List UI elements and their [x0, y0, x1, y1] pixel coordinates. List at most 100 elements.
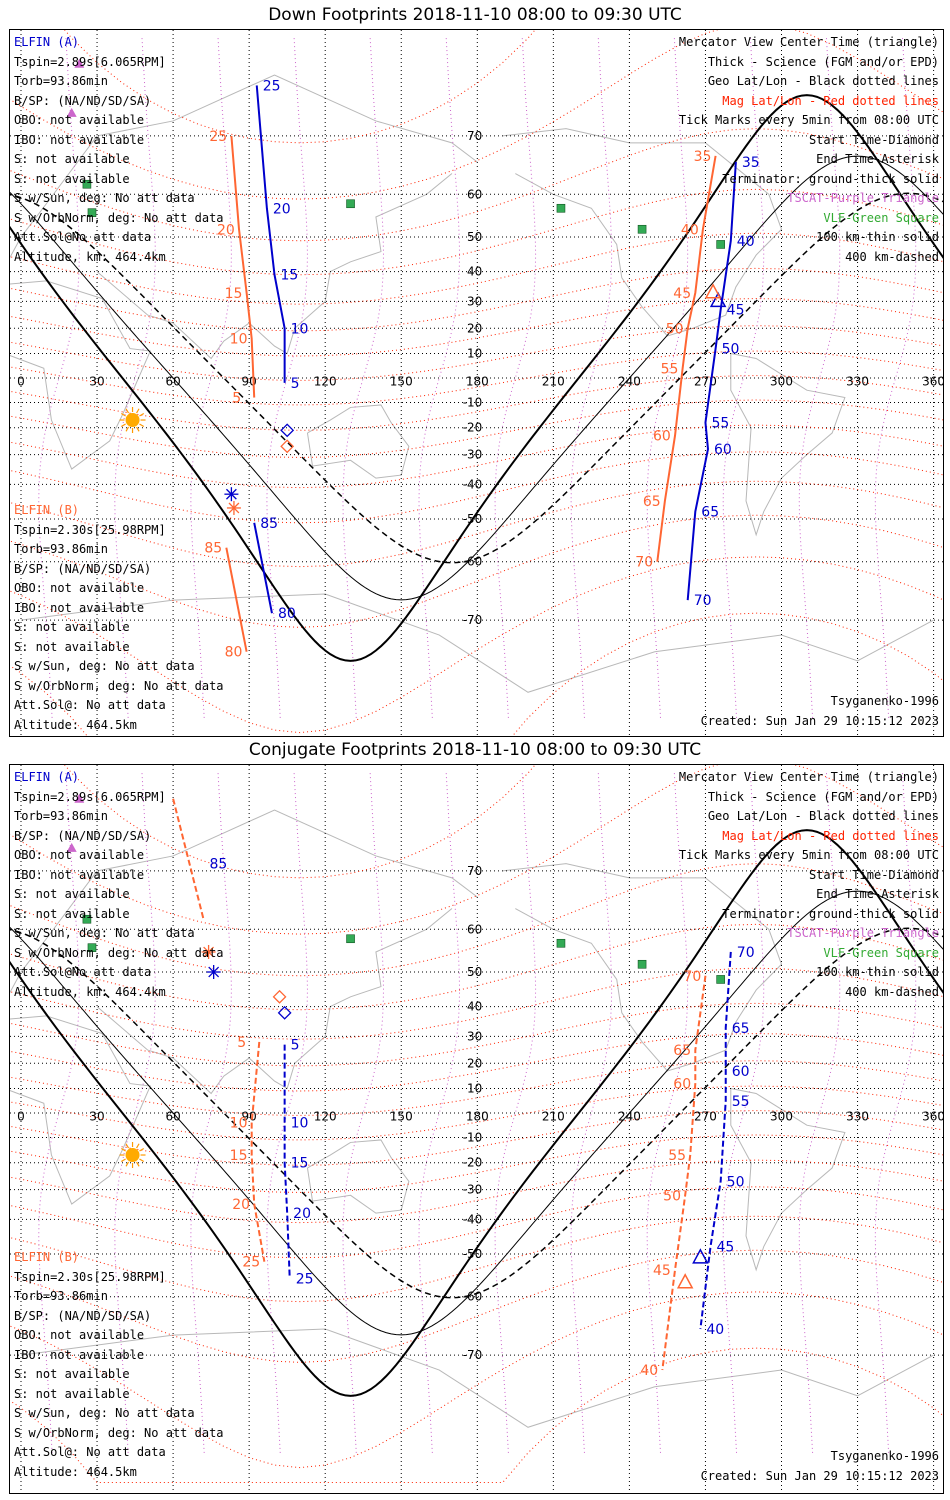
- info-line: OBO: not available: [14, 581, 145, 595]
- y-tick-label: 50: [467, 965, 482, 979]
- sun-ray: [125, 426, 130, 432]
- time-tick-label: 35: [694, 149, 712, 165]
- time-tick-label: 5: [291, 376, 300, 392]
- time-tick-label: 10: [291, 321, 309, 337]
- time-tick-label: 5: [232, 391, 241, 407]
- x-tick-label: 150: [390, 375, 413, 389]
- sun-ray: [139, 423, 145, 428]
- legend: Mercator View Center Time (triangle) Thic…: [679, 768, 939, 1002]
- time-tick-label: 5: [291, 1038, 300, 1054]
- time-tick-label: 60: [673, 1077, 691, 1093]
- tscat-station: [66, 842, 77, 852]
- mag-parallel: [10, 1186, 943, 1259]
- legend-item: Mag Lat/Lon - Red dotted lines: [722, 93, 939, 108]
- legend-item: Geo Lat/Lon - Black dotted lines: [707, 74, 939, 88]
- info-line: Altitude, km: 464.4km: [14, 984, 166, 999]
- info-line: Tspin=2.30s[25.98RPM]: [14, 1269, 166, 1284]
- y-tick-label: -70: [463, 613, 483, 627]
- legend: Mercator View Center Time (triangle) Thic…: [679, 33, 939, 267]
- info-line: S: not available: [14, 906, 130, 921]
- terminator-100km: [10, 155, 943, 601]
- tscat-station: [66, 107, 77, 117]
- mag-parallel: [10, 424, 943, 489]
- orbit-track: [230, 135, 256, 398]
- mag-parallel: [10, 612, 943, 736]
- time-tick-label: 25: [296, 1271, 314, 1287]
- end-asterisk: [224, 487, 239, 502]
- time-tick-label: 60: [714, 442, 732, 458]
- mag-parallel: [10, 267, 943, 332]
- time-tick-label: 50: [666, 321, 684, 337]
- center-time-triangle: [709, 291, 727, 308]
- mag-parallel: [10, 1347, 943, 1484]
- vlf-station: [556, 203, 566, 213]
- y-tick-label: 20: [467, 1056, 482, 1070]
- info-line: IBO: not available: [14, 1347, 145, 1362]
- y-tick-label: 40: [467, 1000, 482, 1014]
- time-tick-label: 80: [278, 606, 296, 622]
- info-line: B/SP: (NA/ND/SD/SA): [14, 93, 152, 108]
- x-tick-label: 120: [314, 375, 337, 389]
- info-line: Torb=93.86min: [14, 1289, 108, 1303]
- y-tick-label: 40: [467, 265, 482, 279]
- coastline: [10, 280, 152, 470]
- end-asterisk: [206, 965, 221, 980]
- y-tick-label: 10: [467, 347, 482, 361]
- y-tick-label: 60: [467, 922, 482, 936]
- info-line: Tspin=2.89s[6.065RPM]: [14, 789, 166, 804]
- asterisk-stroke: [208, 966, 220, 978]
- x-tick-label: 90: [242, 1110, 257, 1124]
- x-tick-label: 120: [314, 1110, 337, 1124]
- mag-parallel: [10, 480, 943, 568]
- orbit-track: [255, 85, 286, 383]
- y-tick-label: -30: [463, 1183, 483, 1197]
- info-line: B/SP: (NA/ND/SD/SA): [14, 828, 152, 843]
- legend-item: Terminator: ground-thick solid: [722, 906, 939, 921]
- legend-item: Mag Lat/Lon - Red dotted lines: [722, 828, 939, 843]
- terminator-ground: [10, 94, 943, 662]
- terminator-ground: [10, 829, 943, 1397]
- mag-meridian: [494, 38, 537, 718]
- asterisk-stroke: [225, 488, 237, 500]
- y-tick-label: -70: [463, 1348, 483, 1362]
- info-line: Torb=93.86min: [14, 542, 108, 556]
- info-line: S w/Sun, deg: No att data: [14, 1406, 195, 1420]
- time-tick-label: 35: [742, 155, 760, 171]
- time-tick-label: 55: [661, 361, 679, 377]
- mag-meridian: [418, 38, 461, 718]
- time-tick-label: 65: [673, 1043, 691, 1059]
- legend-item: 100 km-thin solid: [816, 965, 939, 979]
- start-diamond: [277, 1005, 292, 1020]
- elfin-a-header: ELFIN (A): [14, 35, 80, 49]
- x-tick-label: 270: [694, 375, 717, 389]
- sun-ray: [136, 408, 140, 414]
- mag-parallel: [10, 1159, 943, 1224]
- terminator-400km: [10, 192, 943, 564]
- y-tick-label: 10: [467, 1082, 482, 1096]
- info-line: S: not available: [14, 887, 130, 901]
- x-tick-label: 30: [89, 375, 104, 389]
- x-tick-label: 300: [770, 375, 793, 389]
- vlf-station: [716, 975, 725, 984]
- coastline: [96, 173, 453, 360]
- info-line: Altitude, km: 464.4km: [14, 249, 166, 264]
- sun-ray: [139, 412, 145, 417]
- sun-ray: [136, 1161, 140, 1167]
- time-tick-label: 40: [706, 1322, 724, 1338]
- info-line: Tspin=2.30s[25.98RPM]: [14, 522, 166, 537]
- sun-ray: [136, 1143, 140, 1149]
- terminator-400km: [10, 927, 943, 1299]
- info-line: S w/OrbNorm, deg: No att data: [14, 210, 224, 225]
- info-line: S: not available: [14, 171, 130, 186]
- asterisk-stroke: [228, 502, 240, 514]
- x-tick-label: 30: [89, 1110, 104, 1124]
- info-line: Att.Sol@: No att data: [14, 698, 166, 712]
- time-tick-label: 20: [232, 1197, 250, 1213]
- info-line: S w/OrbNorm, deg: No att data: [14, 678, 224, 693]
- x-tick-label: 180: [466, 1110, 489, 1124]
- coastline: [10, 1015, 152, 1205]
- mag-meridian: [342, 773, 385, 1453]
- time-tick-label: 15: [291, 1156, 309, 1172]
- y-tick-label: 60: [467, 187, 482, 201]
- time-tick-label: 60: [732, 1064, 750, 1080]
